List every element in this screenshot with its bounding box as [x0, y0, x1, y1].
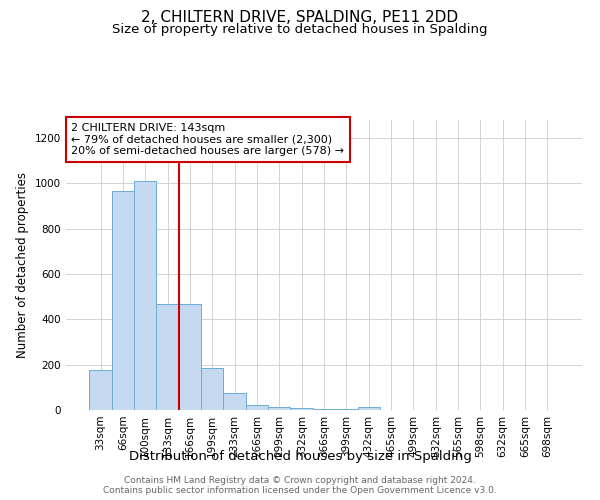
Text: Distribution of detached houses by size in Spalding: Distribution of detached houses by size … — [128, 450, 472, 463]
Bar — [358, 408, 380, 410]
Bar — [157, 304, 179, 410]
Bar — [246, 406, 268, 410]
Bar — [134, 181, 157, 410]
Bar — [89, 370, 112, 410]
Text: Contains HM Land Registry data © Crown copyright and database right 2024.
Contai: Contains HM Land Registry data © Crown c… — [103, 476, 497, 495]
Bar — [290, 408, 313, 410]
Text: 2 CHILTERN DRIVE: 143sqm
← 79% of detached houses are smaller (2,300)
20% of sem: 2 CHILTERN DRIVE: 143sqm ← 79% of detach… — [71, 123, 344, 156]
Bar — [179, 304, 201, 410]
Bar — [313, 409, 335, 410]
Text: 2, CHILTERN DRIVE, SPALDING, PE11 2DD: 2, CHILTERN DRIVE, SPALDING, PE11 2DD — [142, 10, 458, 25]
Bar — [201, 368, 223, 410]
Bar — [223, 393, 246, 410]
Bar — [268, 406, 290, 410]
Y-axis label: Number of detached properties: Number of detached properties — [16, 172, 29, 358]
Text: Size of property relative to detached houses in Spalding: Size of property relative to detached ho… — [112, 22, 488, 36]
Bar — [112, 192, 134, 410]
